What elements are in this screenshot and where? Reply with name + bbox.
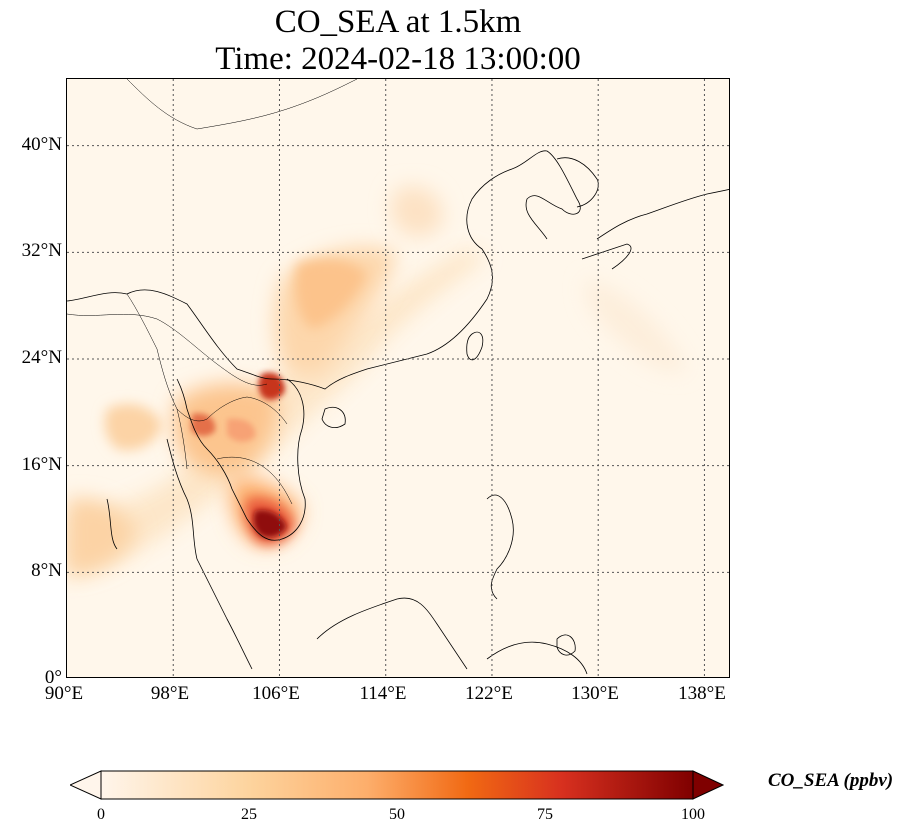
colorbar-tick-label: 0 xyxy=(97,806,105,823)
colorbar xyxy=(70,770,724,800)
colorbar-tick-label: 75 xyxy=(537,806,553,823)
colorbar-max-extend xyxy=(692,770,724,800)
colorbar-tick-label: 25 xyxy=(241,806,257,823)
lon-tick-label: 90°E xyxy=(44,683,84,704)
gridlines xyxy=(67,79,729,677)
colorbar-tick-label: 100 xyxy=(681,806,705,823)
lon-tick-label: 122°E xyxy=(465,683,513,704)
colorbar-ramp xyxy=(100,770,694,800)
lon-tick-label: 106°E xyxy=(252,683,300,704)
map-canvas xyxy=(67,79,729,677)
lat-tick-label: 24°N xyxy=(21,347,62,368)
map-title: CO_SEA at 1.5km Time: 2024-02-18 13:00:0… xyxy=(66,4,730,78)
lat-tick-label: 0° xyxy=(44,667,62,688)
map-panel[interactable] xyxy=(66,78,730,678)
lon-tick-label: 138°E xyxy=(678,683,726,704)
lon-tick-label: 130°E xyxy=(571,683,619,704)
country-borders xyxy=(67,79,358,505)
lat-tick-label: 16°N xyxy=(21,454,62,475)
colorbar-min-extend xyxy=(70,770,102,800)
title-line-2: Time: 2024-02-18 13:00:00 xyxy=(215,41,581,77)
lon-tick-label: 114°E xyxy=(359,683,407,704)
lat-tick-label: 8°N xyxy=(31,560,62,581)
colorbar-tick-label: 50 xyxy=(389,806,405,823)
lat-tick-label: 40°N xyxy=(21,134,62,155)
colorbar-label: CO_SEA (ppbv) xyxy=(768,770,894,791)
lat-tick-label: 32°N xyxy=(21,240,62,261)
lon-tick-label: 98°E xyxy=(150,683,190,704)
title-line-1: CO_SEA at 1.5km xyxy=(274,4,522,40)
coastlines xyxy=(67,150,729,675)
co-concentration-field xyxy=(67,186,687,579)
